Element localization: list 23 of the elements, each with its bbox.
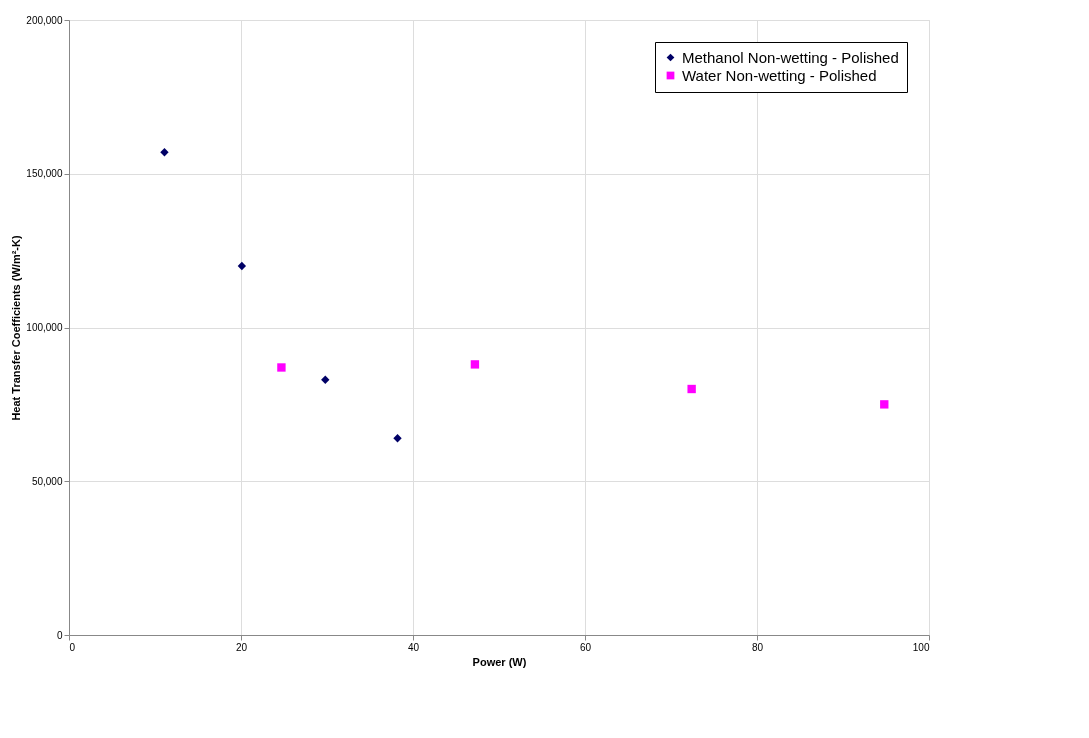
x-tick-label: 0 [69, 641, 76, 653]
point [160, 148, 169, 157]
legend-label: Methanol Non-wetting - Polished [682, 48, 899, 66]
x-tick-label: 60 [579, 641, 592, 653]
point [393, 434, 402, 443]
y-tick-label: 0 [56, 629, 63, 641]
y-tick-label: 150,000 [26, 168, 63, 180]
point [880, 400, 889, 409]
point [687, 384, 696, 394]
point [277, 363, 286, 372]
point [237, 261, 247, 271]
x-tick-label: 40 [407, 641, 420, 653]
point [470, 360, 480, 369]
x-axis-title: Power (W) [472, 655, 527, 668]
point [321, 375, 330, 384]
x-tick-label: 80 [751, 641, 764, 653]
y-tick-label: 100,000 [26, 322, 63, 333]
y-tick-label: 50,000 [31, 475, 63, 487]
x-tick-label: 20 [235, 641, 248, 653]
y-axis-title: Heat Transfer Coefficients (W/m²-K) [10, 235, 23, 421]
x-tick-label: 100 [912, 641, 930, 653]
legend-label: Water Non-wetting - Polished [682, 66, 877, 84]
y-tick-label: 200,000 [26, 14, 63, 26]
